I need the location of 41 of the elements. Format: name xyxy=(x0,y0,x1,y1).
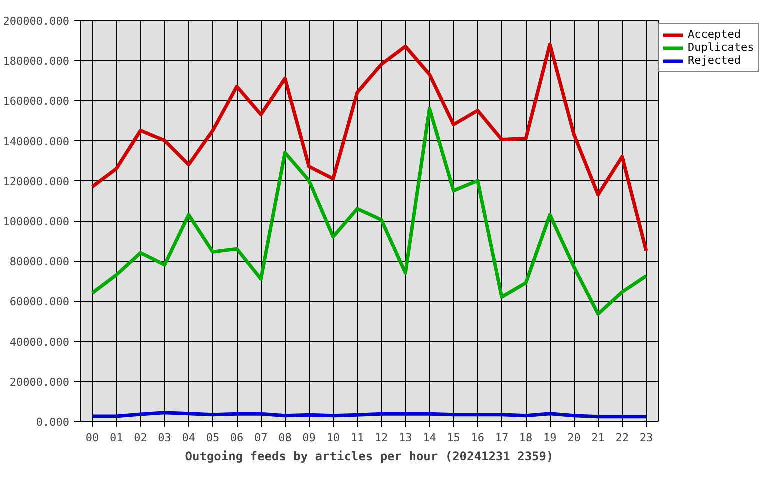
y-tick-label: 120000.000 xyxy=(3,175,70,188)
x-tick-label: 04 xyxy=(182,432,196,444)
x-tick-label: 05 xyxy=(206,432,220,444)
x-tick-label: 12 xyxy=(374,432,388,444)
y-tick-label: 140000.000 xyxy=(3,135,70,148)
x-tick-label: 22 xyxy=(616,432,629,444)
y-tick-label: 160000.000 xyxy=(3,95,70,108)
x-tick-label: 07 xyxy=(254,432,268,444)
x-tick-label: 17 xyxy=(495,432,509,444)
x-tick-label: 13 xyxy=(399,432,412,444)
x-tick-label: 23 xyxy=(640,432,654,444)
legend-label: Rejected xyxy=(688,54,741,67)
y-tick-label: 200000.000 xyxy=(3,15,70,28)
x-tick-label: 15 xyxy=(447,432,460,444)
x-tick-label: 11 xyxy=(350,432,364,444)
x-tick-label: 19 xyxy=(544,432,557,444)
x-tick-label: 06 xyxy=(230,432,244,444)
x-tick-label: 02 xyxy=(134,432,148,444)
x-tick-label: 01 xyxy=(110,432,124,444)
x-tick-label: 10 xyxy=(326,432,340,444)
x-tick-label: 00 xyxy=(86,432,100,444)
line-series xyxy=(90,106,648,316)
x-tick-label: 14 xyxy=(423,432,437,444)
y-tick-label: 40000.000 xyxy=(10,336,70,349)
y-tick-label: 80000.000 xyxy=(10,256,70,269)
legend-label: Duplicates xyxy=(688,41,754,54)
x-axis-title: Outgoing feeds by articles per hour (20241231 2359) xyxy=(185,450,554,464)
y-tick-label: 100000.000 xyxy=(3,216,70,228)
legend-label: Accepted xyxy=(688,28,741,41)
y-tick-label: 20000.000 xyxy=(10,376,70,389)
x-tick-label: 08 xyxy=(278,432,292,444)
x-tick-label: 16 xyxy=(471,432,484,444)
line-series xyxy=(90,42,648,253)
x-tick-label: 03 xyxy=(158,432,172,444)
x-tick-label: 09 xyxy=(302,432,316,444)
x-tick-label: 20 xyxy=(568,432,581,444)
y-tick-label: 60000.000 xyxy=(10,296,70,309)
x-tick-label: 21 xyxy=(592,432,605,444)
y-tick-label: 0.000 xyxy=(36,416,70,429)
y-tick-label: 180000.000 xyxy=(3,55,70,68)
x-tick-label: 18 xyxy=(519,432,533,444)
